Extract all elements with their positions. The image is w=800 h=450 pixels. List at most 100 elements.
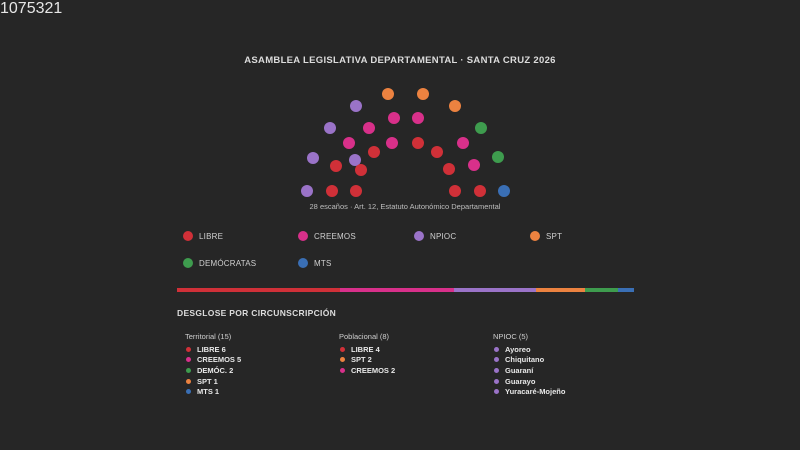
legend-dot [414, 231, 424, 241]
seat-bar-segment-mts [617, 288, 634, 292]
breakdown-dot [494, 357, 499, 363]
legend-item-spt: SPT [530, 229, 562, 243]
breakdown-item-label: LIBRE 4 [351, 344, 380, 354]
breakdown-item-label: Ayoreo [505, 344, 531, 354]
seat-creemos [468, 159, 480, 171]
breakdown-dot [340, 367, 345, 373]
legend-seat-count: 1 [53, 0, 63, 17]
seat-bar-segment-npioc [454, 288, 537, 292]
seat-npioc [307, 152, 319, 164]
seat-bar-segment-libre [177, 288, 341, 292]
legend-seat-count: 10 [0, 0, 18, 17]
legend-item-npioc: NPIOC [414, 229, 456, 243]
breakdown-item-label: Guaraní [505, 365, 534, 375]
seat-creemos [343, 137, 355, 149]
breakdown-dot [494, 389, 499, 395]
hemicycle-seat-chart [0, 80, 800, 205]
breakdown-dot [186, 378, 191, 384]
breakdown-item: Yuracaré-Mojeño [493, 386, 565, 397]
breakdown-item: LIBRE 4 [339, 344, 395, 355]
seat-bar-segment-creemos [340, 288, 455, 292]
breakdown-dot [186, 389, 191, 395]
breakdown-item-label: CREEMOS 2 [351, 365, 396, 375]
legend-seat-count: 2 [44, 0, 54, 17]
breakdown-dot [186, 346, 191, 352]
legend-party-name: CREEMOS [314, 231, 356, 241]
breakdown-item-label: MTS 1 [197, 387, 220, 397]
chart-title: ASAMBLEA LEGISLATIVA DEPARTAMENTAL · SAN… [244, 55, 556, 66]
legend-party-name: SPT [546, 231, 563, 241]
seat-creemos [363, 122, 375, 134]
breakdown-item: DEMÓC. 2 [185, 365, 241, 376]
breakdown-item: MTS 1 [185, 386, 241, 397]
seat-share-bar [177, 288, 634, 292]
breakdown-heading: DESGLOSE POR CIRCUNSCRIPCIÓN [177, 308, 337, 318]
seat-libre [350, 185, 362, 197]
breakdown-dot [340, 346, 345, 352]
seat-libre [368, 146, 380, 158]
breakdown-item-label: Yuracaré-Mojeño [505, 387, 566, 397]
seat-libre [330, 160, 342, 172]
seat-libre [355, 164, 367, 176]
seat-creemos [386, 137, 398, 149]
breakdown-column: NPIOC (5) Ayoreo Chiquitano Guaraní Guarayo Y… [493, 332, 565, 397]
seat-mts [498, 185, 510, 197]
breakdown-column: Territorial (15) LIBRE 6 CREEMOS 5 DEMÓC. 2… [185, 332, 241, 397]
legend-item-creemos: CREEMOS [298, 229, 356, 243]
legend-party-name: MTS [314, 258, 332, 268]
breakdown-item-label: Chiquitano [505, 355, 545, 365]
breakdown-item-label: CREEMOS 5 [197, 355, 242, 365]
breakdown-dot [186, 367, 191, 373]
legend-seat-count: 3 [35, 0, 45, 17]
seat-libre [443, 163, 455, 175]
breakdown-item: Chiquitano [493, 355, 565, 366]
legend-seat-count: 7 [17, 0, 27, 17]
party-legend: LIBRE 10 CREEMOS 7 NPIOC 5 SPT 3 DEMÓCRATAS 2 MTS 1 [0, 0, 800, 268]
seat-bar-segment-spt [536, 288, 585, 292]
seat-npioc [350, 100, 362, 112]
breakdown-column-title: Poblacional (8) [339, 332, 390, 341]
seat-democratas [475, 122, 487, 134]
seat-democratas [492, 151, 504, 163]
breakdown-column-title: NPIOC (5) [493, 332, 529, 341]
legend-seat-count: 5 [26, 0, 36, 17]
seat-npioc [301, 185, 313, 197]
seat-bar-segment-democratas [585, 288, 618, 292]
breakdown-item: Guaraní [493, 365, 565, 376]
seat-libre [474, 185, 486, 197]
breakdown-item: Guarayo [493, 376, 565, 387]
seat-creemos [388, 112, 400, 124]
seat-libre [431, 146, 443, 158]
breakdown-dot [186, 357, 191, 363]
legend-party-name: DEMÓCRATAS [199, 258, 257, 268]
breakdown-column: Poblacional (8) LIBRE 4 SPT 2 CREEMOS 2 [339, 332, 395, 376]
breakdown-item-label: Guarayo [505, 376, 536, 386]
legend-dot [298, 258, 308, 268]
breakdown-item: CREEMOS 5 [185, 355, 241, 366]
breakdown-item: LIBRE 6 [185, 344, 241, 355]
seats-caption: 28 escaños · Art. 12, Estatuto Autonómic… [309, 202, 501, 211]
breakdown-dot [494, 346, 499, 352]
breakdown-dot [494, 378, 499, 384]
breakdown-dot [494, 367, 499, 373]
breakdown-item-label: SPT 2 [351, 355, 372, 365]
legend-item-mts: MTS [298, 256, 332, 270]
breakdown-item-label: DEMÓC. 2 [197, 365, 234, 375]
seat-libre [449, 185, 461, 197]
seat-spt [382, 88, 394, 100]
seat-spt [449, 100, 461, 112]
seat-npioc [349, 154, 361, 166]
breakdown-item-label: LIBRE 6 [197, 344, 226, 354]
legend-party-name: LIBRE [199, 231, 224, 241]
legend-dot [183, 231, 193, 241]
breakdown-column-title: Territorial (15) [185, 332, 232, 341]
legend-item-libre: LIBRE [183, 229, 223, 243]
breakdown-item-label: SPT 1 [197, 376, 218, 386]
legend-party-name: NPIOC [430, 231, 457, 241]
seat-creemos [412, 112, 424, 124]
seat-libre [412, 137, 424, 149]
legend-item-democratas: DEMÓCRATAS [183, 256, 256, 270]
legend-dot [298, 231, 308, 241]
breakdown-item: SPT 2 [339, 355, 395, 366]
breakdown-dot [340, 357, 345, 363]
